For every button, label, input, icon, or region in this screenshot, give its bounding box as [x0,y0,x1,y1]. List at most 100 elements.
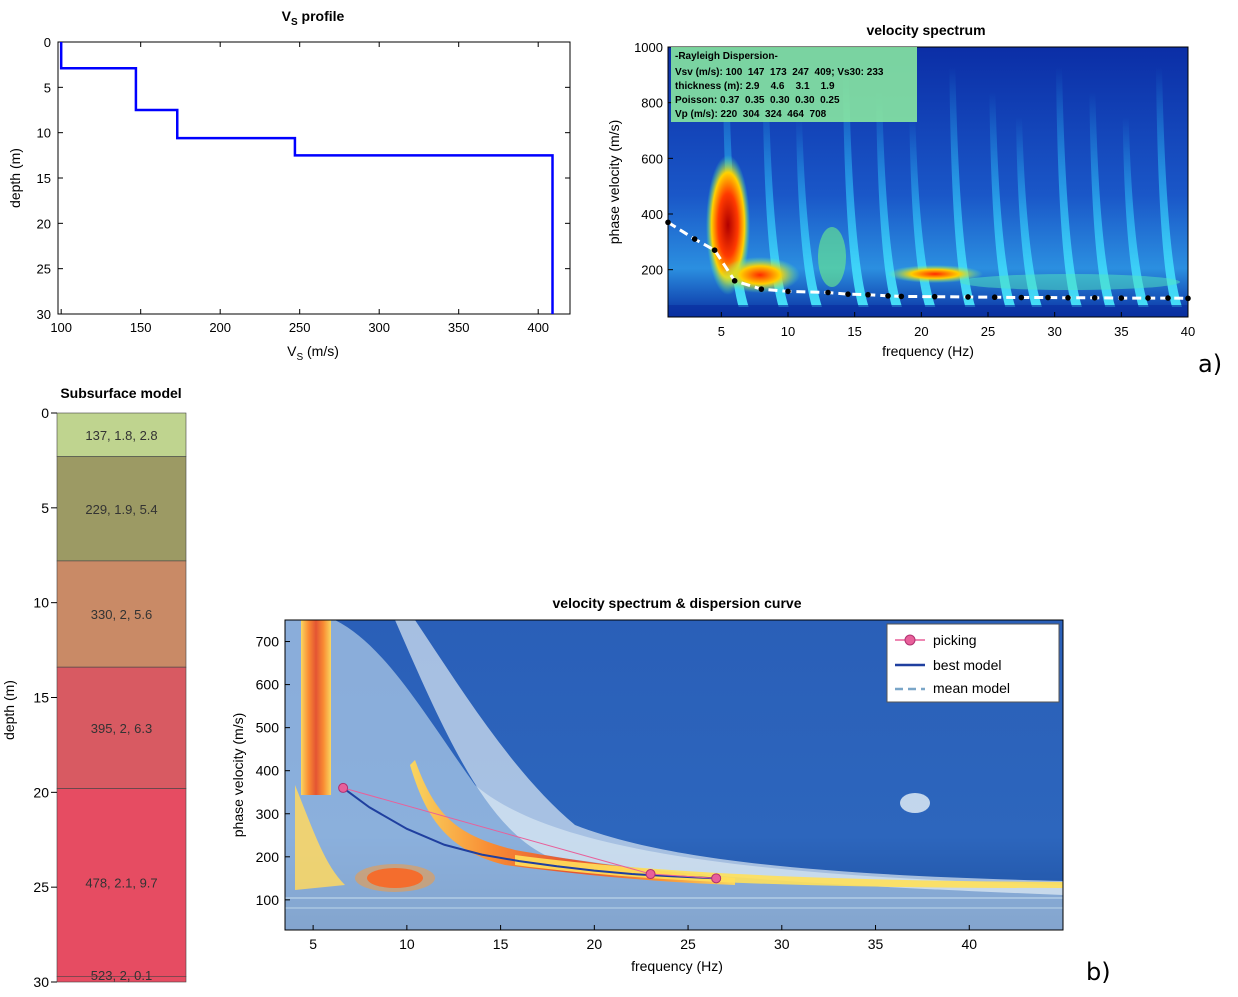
spectrum-streak [949,67,976,307]
vs-x-tick-label: 150 [130,320,152,335]
subsurface-depth-label: 10 [33,595,49,611]
subsurface-depth-label: 25 [33,879,49,895]
spectrum-streak [1016,117,1042,307]
dispersion-pick-point [1118,295,1125,301]
panel-label-b: b) [1086,958,1111,986]
vs-x-tick-label: 350 [448,320,470,335]
spectrum-x-tick-label: 35 [1114,324,1128,339]
dispersion-pick-point [898,293,905,300]
spectrum-streak [722,67,749,307]
svg-text:Vsv (m/s): 100 147 173 247: Vsv (m/s): 100 147 173 247 409; Vs30: 23… [675,67,884,78]
subsurface-depth-label: 20 [33,784,49,800]
dispersion-x-tick-label: 30 [774,936,790,952]
spectrum-y-tick-label: 800 [641,96,663,111]
velocity-spectrum-ylabel: phase velocity (m/s) [606,120,622,244]
dispersion-pick-point [758,286,765,292]
spectrum-y-tick-label: 200 [641,263,663,278]
dispersion-y-tick-label: 300 [256,806,280,822]
subsurface-layer [56,456,187,562]
dispersion-pick-point [731,278,738,284]
spectrum-x-tick-label: 5 [718,324,725,339]
dispersion-axis-ticks: 5 10 15 20 25 30 35 40 100 200 300 400 500 600 700 [256,634,978,952]
dispersion-frame [284,619,1064,931]
vs-profile-title: VS profile [282,8,345,28]
subsurface-layer [56,976,187,983]
dispersion-pick-point [1065,294,1071,301]
spectrum-streak [1156,67,1182,307]
vs-y-tick-label: 20 [37,216,51,231]
subsurface-layer [56,666,187,789]
spectrum-x-tick-label: 20 [914,324,928,339]
velocity-spectrum-frame [667,46,1189,318]
dispersion-y-tick-label: 400 [256,763,280,779]
subsurface-depth-label: 5 [41,500,49,516]
spectrum-streak [1056,67,1082,307]
subsurface-layer-label: 478, 2.1, 9.7 [85,875,157,890]
subsurface-ylabel: depth (m) [1,680,17,740]
dispersion-pick-point [1165,295,1171,301]
subsurface-layer-label: 395, 2, 6.3 [91,721,152,736]
picking-point [711,873,722,884]
picking-point [338,782,349,793]
subsurface-layer [56,412,187,457]
dispersion-pick-point [665,219,671,226]
dispersion-x-tick-label: 35 [868,936,884,952]
vs-plot-area [57,41,571,315]
dispersion-pick-point [825,289,831,296]
svg-text:Poisson: 0.37 0.35 0.30 0.3: Poisson: 0.37 0.35 0.30 0.30 0.25 [675,95,840,106]
spectrum-x-tick-label: 15 [847,324,861,339]
spectrum-streak [796,117,822,307]
vs-y-tick-label: 25 [37,262,51,277]
subsurface-model-chart: Subsurface model 137, 1.8, 2.8 229, 1.9, … [1,385,187,990]
spectrum-streak [989,92,1016,307]
velocity-spectrum-title: velocity spectrum [866,22,985,38]
spectrum-x-tick-label: 25 [981,324,995,339]
vs-x-tick-label: 250 [289,320,311,335]
svg-text:thickness (m): 2.9 4.6 3: thickness (m): 2.9 4.6 3.1 1.9 [675,81,835,92]
dispersion-pick-point [1045,294,1051,301]
dispersion-y-tick-label: 700 [256,634,280,650]
dispersion-curve-chart: velocity spectrum & dispersion curve 5 10… [230,595,1064,974]
dispersion-x-tick-label: 15 [493,936,509,952]
subsurface-layer-label: 523, 2, 0.1 [91,968,152,983]
dispersion-pick-point [865,291,871,298]
rayleigh-dispersion-box: -Rayleigh Dispersion- Vsv (m/s): 100 147… [671,47,917,122]
spectrum-x-tick-label: 40 [1181,324,1195,339]
vs-x-tick-label: 300 [368,320,390,335]
vs-profile-chart: VS profile 100 150 200 250 300 350 400 0 5 10 15 20… [7,8,571,363]
picking-point [645,869,656,880]
dispersion-ylabel: phase velocity (m/s) [230,713,246,837]
subsurface-depth-label: 0 [41,405,49,421]
dispersion-pick-point [1018,294,1025,301]
vs-y-tick-label: 10 [37,126,51,141]
picking-legend-marker [904,634,916,646]
dispersion-pick-point [845,291,851,297]
vs-x-tick-label: 200 [209,320,231,335]
dispersion-x-tick-label: 20 [587,936,603,952]
dispersion-pick-point [785,288,791,295]
spectrum-y-tick-label: 600 [641,151,663,166]
dispersion-pick-point [1145,295,1151,301]
dispersion-x-tick-label: 40 [961,936,977,952]
dispersion-pick-point [691,236,698,242]
dispersion-pick-point [711,247,718,253]
dispersion-y-tick-label: 100 [256,892,280,908]
spectrum-y-tick-label: 400 [641,207,663,222]
dispersion-y-tick-label: 500 [256,720,280,736]
vs-y-tick-label: 5 [44,80,51,95]
dispersion-y-tick-label: 200 [256,849,280,865]
spectrum-y-tick-label: 1000 [634,40,663,55]
spectrum-streak [909,117,936,307]
vs-y-tick-label: 0 [44,35,51,50]
subsurface-model-title: Subsurface model [60,385,181,401]
dispersion-chart-title: velocity spectrum & dispersion curve [553,595,802,611]
svg-text:mean model: mean model [933,680,1010,696]
spectrum-streak [842,67,869,307]
subsurface-layer-label: 137, 1.8, 2.8 [85,428,157,443]
dispersion-x-tick-label: 5 [309,936,317,952]
spectrum-x-tick-label: 10 [781,324,795,339]
vs-profile-line [59,42,554,314]
vs-y-tick-label: 30 [37,307,51,322]
dispersion-y-tick-label: 600 [256,677,280,693]
dispersion-pick-point [931,293,938,300]
